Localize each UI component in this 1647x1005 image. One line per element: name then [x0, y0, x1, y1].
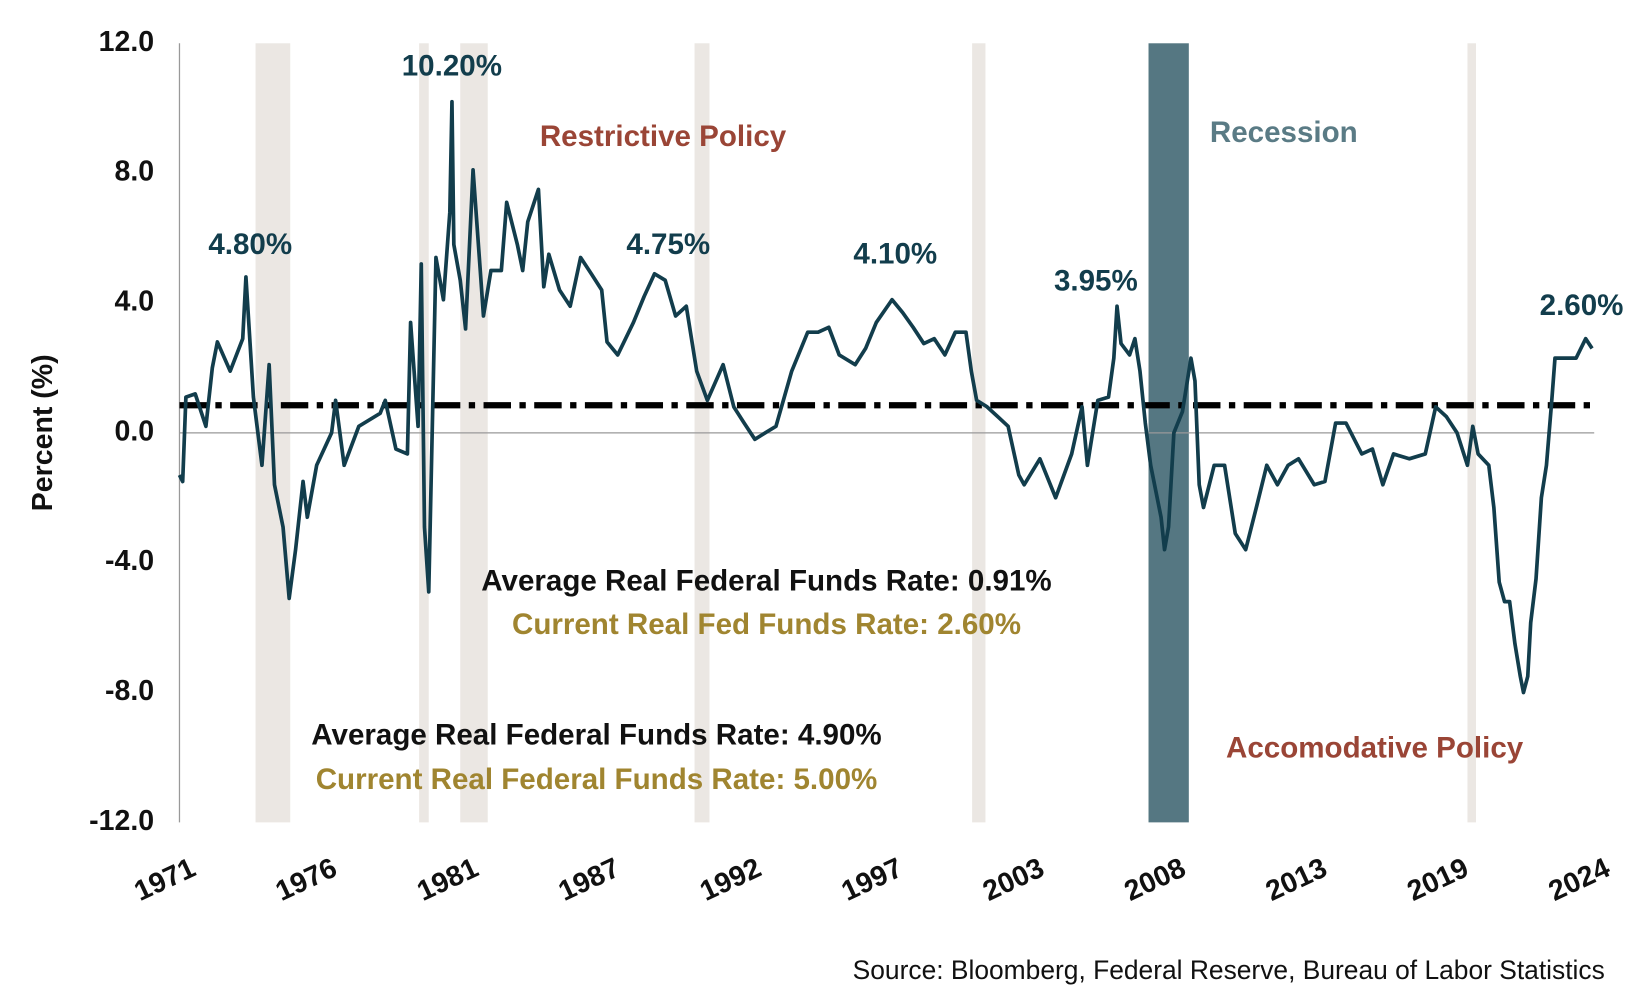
y-tick-label: 0.0 [115, 415, 155, 447]
annotation: Recession [1210, 116, 1358, 149]
annotation: 4.75% [626, 228, 710, 261]
source: Source: Bloomberg, Federal Reserve, Bure… [853, 955, 1605, 985]
annotation: Current Real Fed Funds Rate: 2.60% [512, 608, 1021, 641]
y-tick-label: -8.0 [105, 675, 154, 707]
x-tick-label: 1997 [837, 852, 908, 908]
x-tick-label: 2019 [1402, 852, 1473, 908]
y-axis-label: Percent (%) [27, 354, 59, 511]
annotation: Restrictive Policy [540, 120, 787, 153]
x-tick-label: 2003 [978, 852, 1049, 908]
x-tick-label: 1981 [412, 852, 483, 908]
x-tick-label: 2024 [1544, 852, 1615, 908]
x-tick-label: 1992 [695, 852, 766, 908]
annotation: Accomodative Policy [1226, 731, 1524, 764]
x-tick-label: 1971 [129, 852, 200, 908]
annotation: 3.95% [1054, 265, 1138, 298]
annotation: 4.80% [208, 228, 292, 261]
annotation: Current Real Federal Funds Rate: 5.00% [316, 763, 878, 796]
annotation: 2.60% [1540, 289, 1624, 322]
annotation: 4.10% [853, 237, 937, 270]
x-tick-label: 2008 [1120, 852, 1191, 908]
data-line [177, 99, 1594, 695]
y-tick-label: -4.0 [105, 545, 154, 577]
y-tick-label: 12.0 [99, 26, 154, 58]
annotation: Average Real Federal Funds Rate: 4.90% [311, 719, 881, 752]
y-tick-label: -12.0 [89, 805, 154, 837]
y-tick-label: 4.0 [115, 286, 155, 318]
annotation: Average Real Federal Funds Rate: 0.91% [481, 565, 1051, 598]
y-tick-label: 8.0 [115, 156, 155, 188]
annotation: 10.20% [402, 49, 502, 82]
x-tick-label: 2013 [1261, 852, 1332, 908]
x-tick-label: 1987 [554, 852, 625, 908]
x-tick-label: 1976 [271, 852, 342, 908]
